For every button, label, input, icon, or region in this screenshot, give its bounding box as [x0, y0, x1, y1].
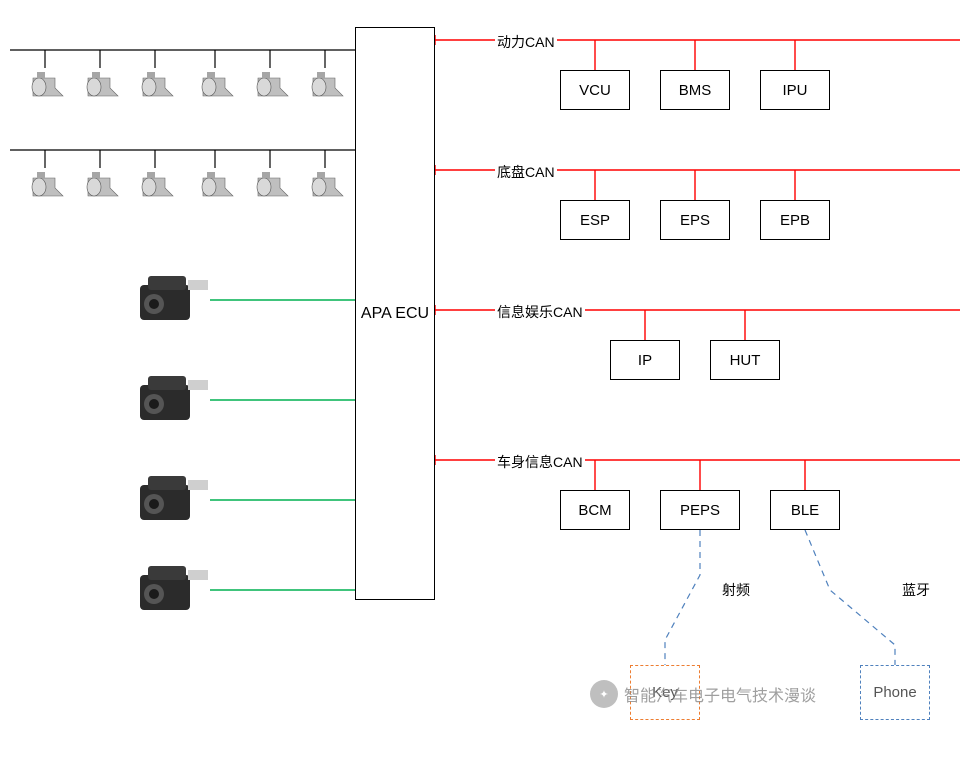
ultrasonic-sensor-icon: [202, 72, 233, 96]
ultrasonic-sensor-icon: [142, 172, 173, 196]
node-hut: HUT: [710, 340, 780, 380]
bus-label-power-can: 动力CAN: [495, 32, 557, 52]
wechat-icon: ✦: [590, 680, 618, 708]
ultrasonic-sensor-icon: [32, 72, 63, 96]
apa-ecu-label: APA ECU: [361, 305, 429, 323]
watermark: ✦ 智能汽车电子电气技术漫谈: [590, 680, 816, 708]
ultrasonic-sensor-icon: [32, 172, 63, 196]
node-eps: EPS: [660, 200, 730, 240]
node-ip: IP: [610, 340, 680, 380]
ultrasonic-sensor-icon: [142, 72, 173, 96]
camera-module-icon: [140, 376, 208, 420]
node-peps: PEPS: [660, 490, 740, 530]
node-label: IP: [638, 352, 652, 369]
ultrasonic-sensor-icon: [87, 72, 118, 96]
camera-module-icon: [140, 276, 208, 320]
ultrasonic-sensor-icon: [202, 172, 233, 196]
node-epb: EPB: [760, 200, 830, 240]
node-label: BLE: [791, 502, 819, 519]
node-label: IPU: [782, 82, 807, 99]
node-label: PEPS: [680, 502, 720, 519]
bus-label-infotainment-can: 信息娱乐CAN: [495, 302, 585, 322]
node-label: EPS: [680, 212, 710, 229]
node-label: VCU: [579, 82, 611, 99]
node-label: ESP: [580, 212, 610, 229]
camera-module-icon: [140, 476, 208, 520]
node-vcu: VCU: [560, 70, 630, 110]
node-bms: BMS: [660, 70, 730, 110]
bus-label-chassis-can: 底盘CAN: [495, 162, 557, 182]
ultrasonic-sensor-icon: [312, 172, 343, 196]
node-label: EPB: [780, 212, 810, 229]
node-ble: BLE: [770, 490, 840, 530]
ultrasonic-sensor-icon: [87, 172, 118, 196]
node-ipu: IPU: [760, 70, 830, 110]
watermark-text: 智能汽车电子电气技术漫谈: [624, 682, 816, 706]
ultrasonic-sensor-icon: [257, 172, 288, 196]
wiring-layer: [0, 0, 975, 758]
node-label: BMS: [679, 82, 712, 99]
node-label: BCM: [578, 502, 611, 519]
bus-label-body-can: 车身信息CAN: [495, 452, 585, 472]
node-bcm: BCM: [560, 490, 630, 530]
ultrasonic-sensor-icon: [312, 72, 343, 96]
node-label: HUT: [730, 352, 761, 369]
link-label: 蓝牙: [900, 580, 932, 600]
node-esp: ESP: [560, 200, 630, 240]
end-box-phone: Phone: [860, 665, 930, 720]
link-label: 射频: [720, 580, 752, 600]
ultrasonic-sensor-icon: [257, 72, 288, 96]
end-box-label: Phone: [873, 684, 916, 701]
apa-ecu-block: APA ECU: [355, 27, 435, 600]
camera-module-icon: [140, 566, 208, 610]
